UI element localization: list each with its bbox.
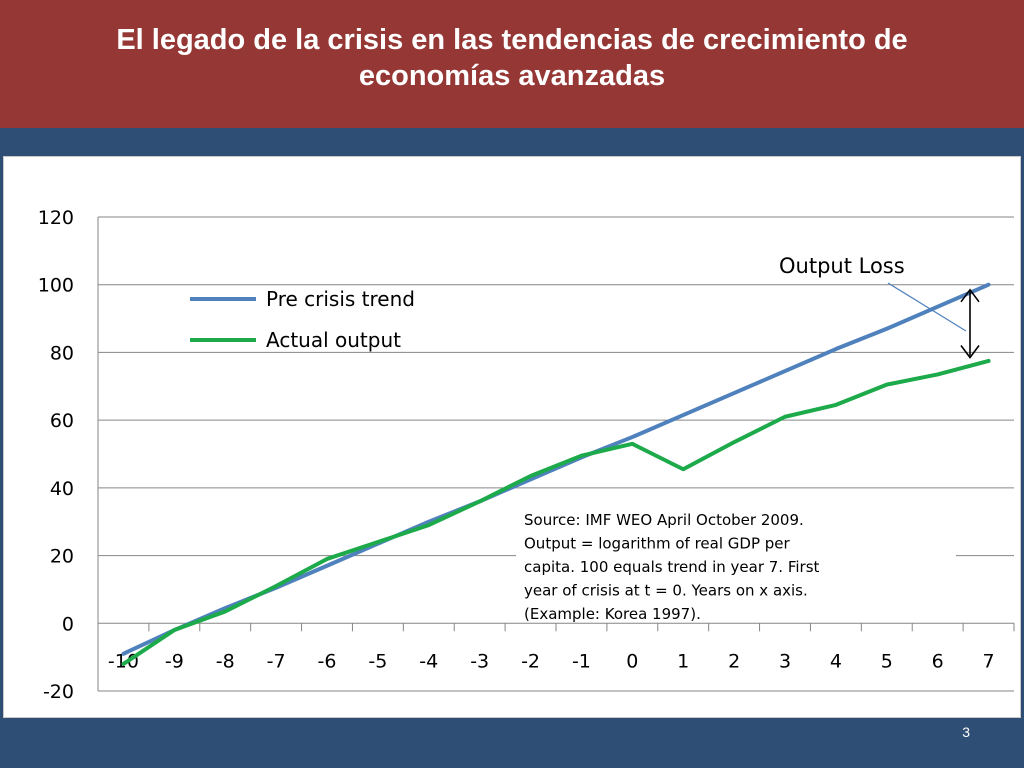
x-tick-label: -6 bbox=[318, 650, 337, 672]
legend: Pre crisis trend Actual output bbox=[190, 287, 415, 352]
arrow-head-down bbox=[960, 345, 980, 359]
legend-label: Pre crisis trend bbox=[266, 287, 415, 311]
actual-output-line bbox=[121, 358, 991, 666]
output-loss-label: Output Loss bbox=[779, 254, 905, 278]
slide-number: 3 bbox=[962, 724, 970, 740]
x-tick-label: -8 bbox=[216, 650, 235, 672]
annotations: Output Loss Source: IMF WEO April October… bbox=[516, 254, 980, 623]
series-lines bbox=[121, 282, 991, 666]
source-note-line: year of crisis at t = 0. Years on x axis… bbox=[524, 582, 808, 600]
x-tick-label: -9 bbox=[165, 650, 184, 672]
y-tick-label: 100 bbox=[38, 275, 74, 297]
y-tick-label: 120 bbox=[38, 207, 74, 229]
x-tick-label: -7 bbox=[267, 650, 286, 672]
source-note-line: capita. 100 equals trend in year 7. Firs… bbox=[524, 558, 820, 576]
x-tick-label: -10 bbox=[108, 650, 139, 672]
y-tick-label: -20 bbox=[43, 681, 74, 703]
x-tick-label: 6 bbox=[932, 650, 944, 672]
chart-frame: 120 100 80 60 40 20 0 -20 -10 -9 -8 -7 -6 -5 -4 -3 -2 -1… bbox=[3, 156, 1021, 718]
x-tick-label: 0 bbox=[626, 650, 638, 672]
output-loss-pointer bbox=[887, 282, 967, 332]
source-note-line: Source: IMF WEO April October 2009. bbox=[524, 511, 804, 529]
x-tick-label: 1 bbox=[677, 650, 689, 672]
y-tick-label: 20 bbox=[50, 546, 74, 568]
source-note-line: (Example: Korea 1997). bbox=[524, 605, 701, 623]
source-note-box bbox=[516, 503, 956, 621]
x-tick-label: -3 bbox=[470, 650, 489, 672]
source-note-line: Output = logarithm of real GDP per bbox=[524, 535, 791, 553]
x-tick-label: -2 bbox=[521, 650, 540, 672]
y-tick-label: 60 bbox=[50, 410, 74, 432]
arrow-head-up bbox=[960, 288, 980, 303]
x-tick-label: -4 bbox=[419, 650, 438, 672]
x-tick-label: 5 bbox=[881, 650, 893, 672]
x-tick-label: -1 bbox=[572, 650, 591, 672]
legend-label: Actual output bbox=[266, 328, 401, 352]
x-tick-label: 7 bbox=[983, 650, 995, 672]
x-tick-label: 3 bbox=[779, 650, 791, 672]
y-tick-labels: 120 100 80 60 40 20 0 -20 bbox=[38, 207, 74, 703]
y-tick-label: 80 bbox=[50, 342, 74, 364]
axes bbox=[97, 217, 1015, 691]
y-tick-label: 40 bbox=[50, 478, 74, 500]
x-tick-label: -5 bbox=[368, 650, 387, 672]
x-tick-label: 4 bbox=[830, 650, 842, 672]
x-tick-label: 2 bbox=[728, 650, 740, 672]
slide-title: El legado de la crisis en las tendencias… bbox=[116, 24, 908, 92]
y-tick-label: 0 bbox=[62, 613, 74, 635]
title-bar: El legado de la crisis en las tendencias… bbox=[0, 0, 1024, 128]
x-tick-labels: -10 -9 -8 -7 -6 -5 -4 -3 -2 -1 0 1 2 3 4 5 6 7 bbox=[108, 650, 995, 672]
